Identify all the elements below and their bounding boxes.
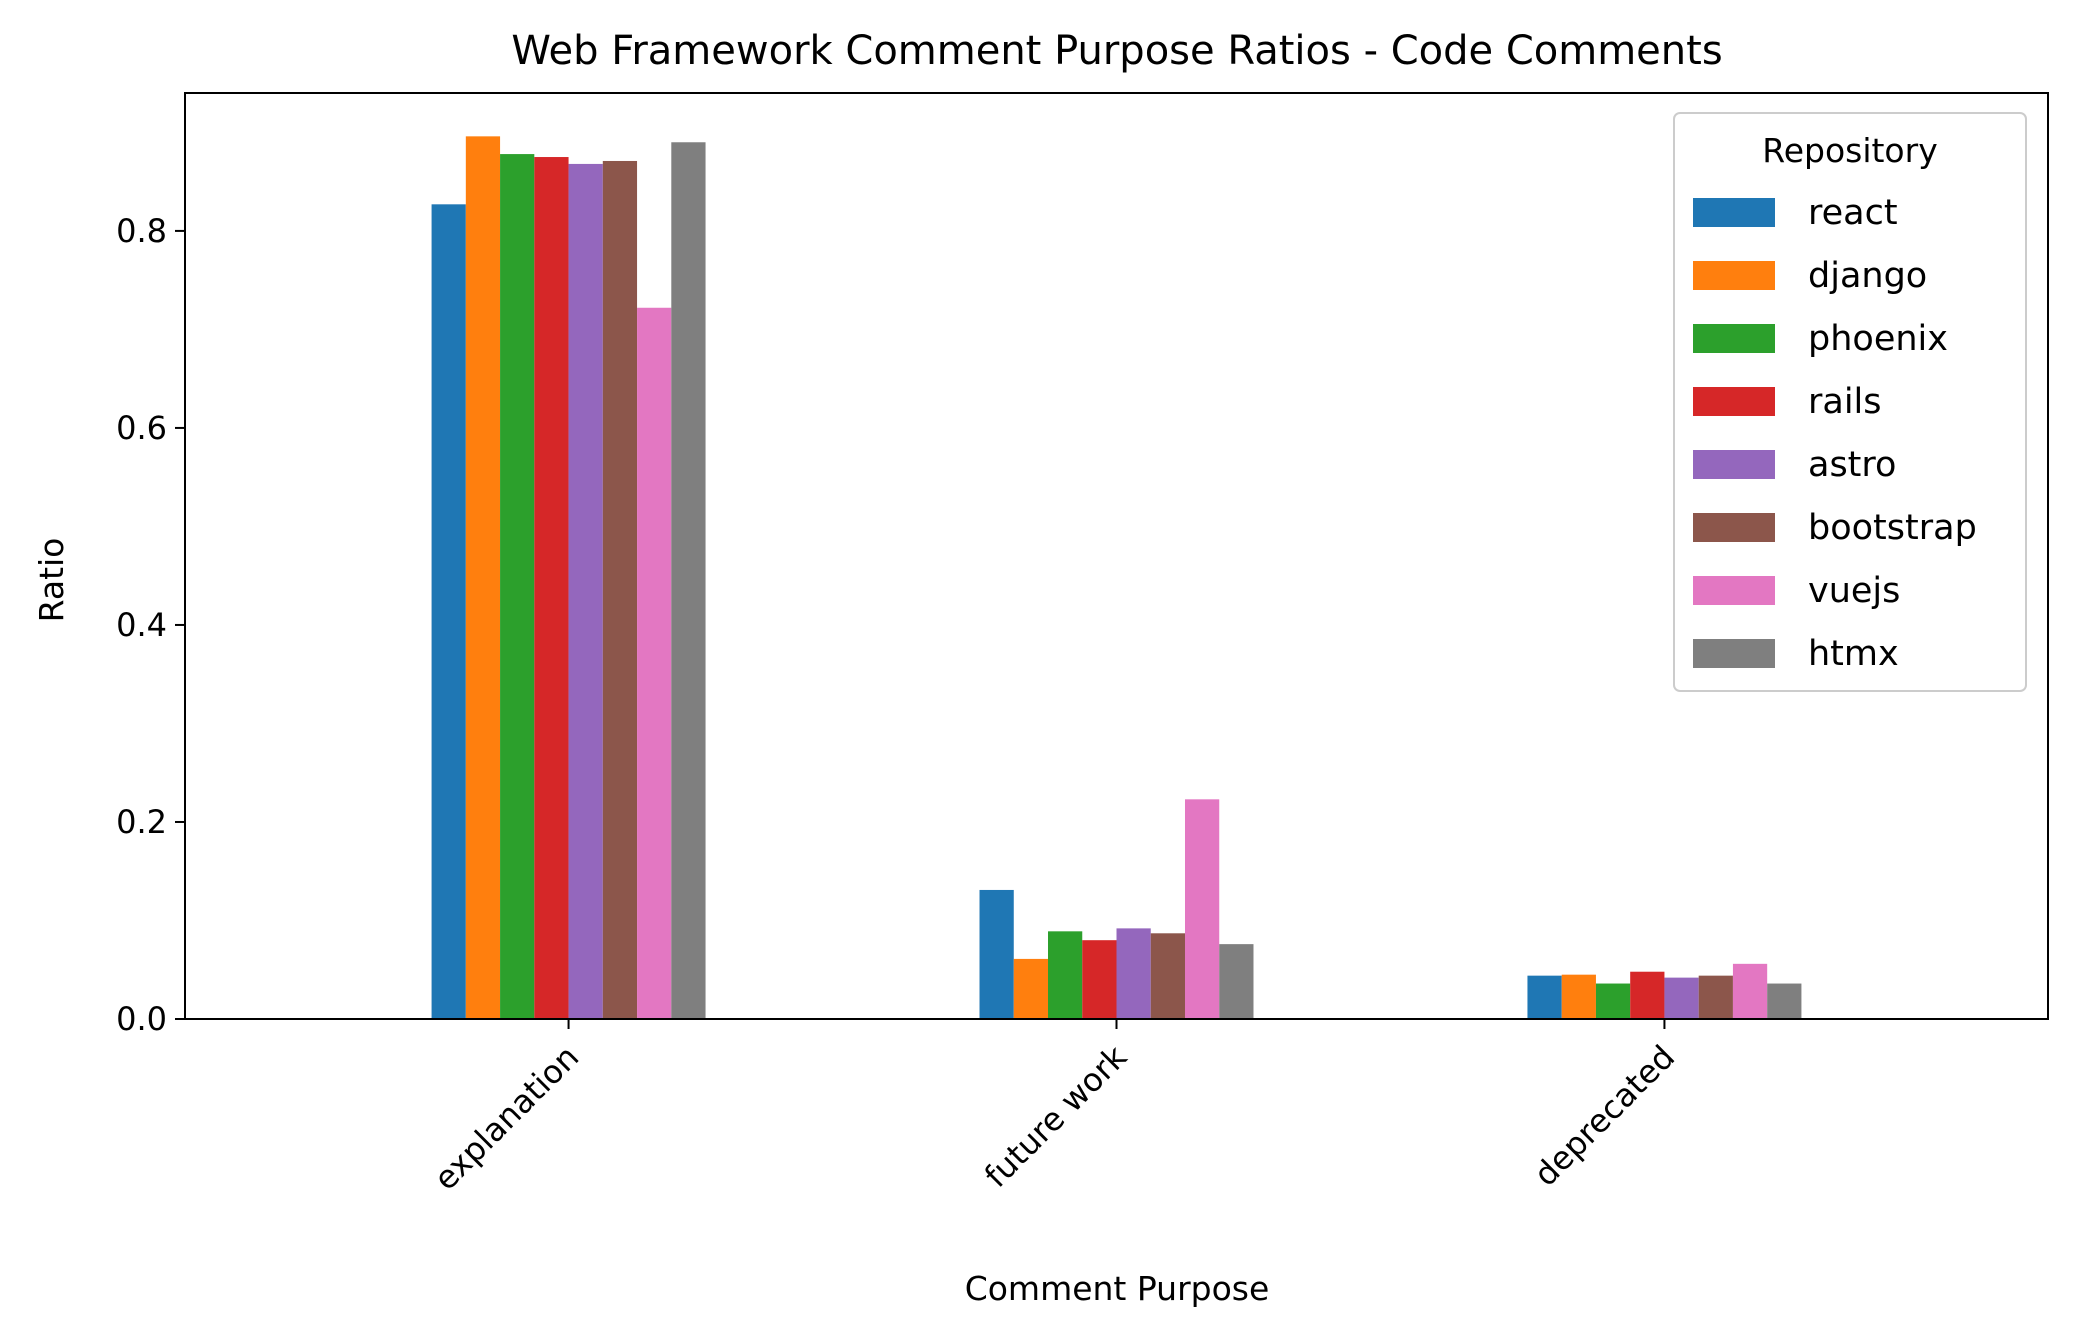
legend-swatch-rails [1693, 387, 1775, 416]
legend-label-bootstrap: bootstrap [1808, 508, 1977, 548]
legend-swatch-django [1693, 261, 1775, 290]
bar-phoenix-future-work [1048, 931, 1083, 1019]
x-tick-label: future work [977, 1037, 1134, 1194]
legend-title: Repository [1762, 131, 1937, 170]
legend: Repository react django phoenix rails astro b… [1673, 112, 2027, 692]
legend-swatch-bootstrap [1693, 513, 1775, 542]
bar-react-explanation [431, 204, 466, 1019]
bar-react-future-work [979, 889, 1014, 1019]
bar-bootstrap-future-work [1150, 933, 1185, 1019]
legend-label-astro: astro [1808, 445, 1896, 485]
x-axis-label: Comment Purpose [965, 1269, 1270, 1308]
bar-bootstrap-deprecated [1698, 975, 1733, 1019]
bar-htmx-future-work [1219, 944, 1254, 1019]
bar-django-deprecated [1561, 974, 1596, 1019]
bar-rails-future-work [1082, 940, 1117, 1019]
legend-label-htmx: htmx [1808, 634, 1899, 674]
y-tick-label: 0.4 [116, 606, 167, 644]
bar-phoenix-deprecated [1595, 983, 1631, 1019]
legend-items: react django phoenix rails astro bootstrap vue… [1693, 193, 1977, 674]
x-tick-label: deprecated [1526, 1038, 1682, 1194]
x-tick-label: explanation [426, 1038, 586, 1198]
legend-label-react: react [1808, 193, 1898, 233]
y-tick-label: 0.0 [116, 1000, 167, 1038]
legend-swatch-vuejs [1693, 576, 1775, 605]
bar-rails-explanation [534, 157, 569, 1019]
bar-django-explanation [465, 136, 501, 1020]
y-tick-label: 0.6 [116, 409, 167, 447]
y-tick-label: 0.8 [116, 212, 167, 250]
bar-vuejs-explanation [637, 307, 672, 1020]
y-axis-label: Ratio [32, 538, 71, 623]
legend-swatch-react [1693, 198, 1775, 227]
legend-label-vuejs: vuejs [1808, 571, 1900, 611]
y-tick-label: 0.2 [116, 803, 167, 841]
bar-vuejs-deprecated [1732, 963, 1768, 1019]
bar-django-future-work [1013, 958, 1049, 1019]
bar-bootstrap-explanation [602, 160, 638, 1019]
legend-frame [1673, 112, 2027, 692]
chart-title: Web Framework Comment Purpose Ratios - C… [511, 28, 1722, 74]
legend-swatch-htmx [1693, 639, 1775, 668]
legend-swatch-phoenix [1693, 324, 1775, 353]
bar-react-deprecated [1527, 975, 1562, 1019]
bar-htmx-deprecated [1767, 983, 1802, 1019]
bars-layer [431, 136, 1802, 1020]
bar-astro-explanation [568, 163, 603, 1019]
bar-rails-deprecated [1630, 971, 1665, 1019]
bar-vuejs-future-work [1184, 799, 1220, 1019]
legend-label-phoenix: phoenix [1808, 319, 1948, 359]
bar-astro-future-work [1116, 928, 1151, 1019]
bar-phoenix-explanation [500, 154, 535, 1019]
bar-astro-deprecated [1664, 977, 1699, 1019]
legend-label-django: django [1808, 256, 1927, 296]
legend-label-rails: rails [1808, 382, 1882, 422]
legend-swatch-astro [1693, 450, 1775, 479]
bar-htmx-explanation [671, 142, 706, 1020]
